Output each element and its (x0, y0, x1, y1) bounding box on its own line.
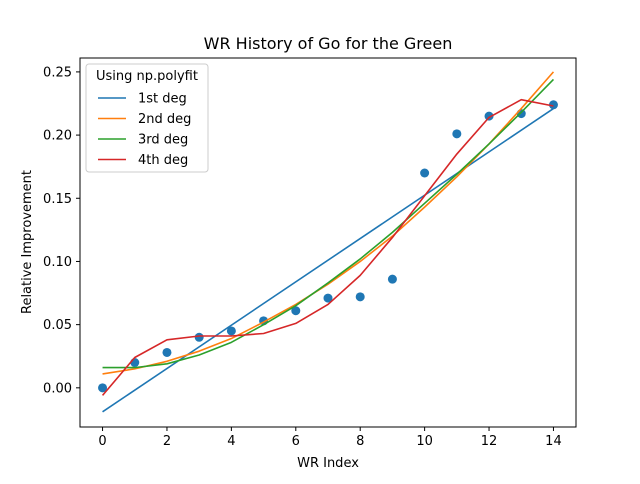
y-tick-label: 0.20 (43, 129, 72, 144)
legend: Using np.polyfit 1st deg 2nd deg 3rd deg 4th… (85, 63, 209, 173)
legend-label-3rd-deg: 3rd deg (138, 133, 188, 148)
data-point (162, 347, 172, 357)
x-tick-label: 14 (545, 434, 562, 449)
chart-title: WR History of Go for the Green (204, 34, 453, 53)
legend-label-4th-deg: 4th deg (138, 153, 188, 168)
data-point (291, 306, 301, 316)
legend-box (85, 63, 209, 173)
y-tick-label: 0.10 (43, 255, 72, 270)
x-tick-label: 2 (163, 434, 171, 449)
x-tick-label: 8 (356, 434, 364, 449)
axes-frame (79, 57, 577, 428)
legend-label-1st-deg: 1st deg (138, 92, 187, 107)
y-tick-label: 0.00 (43, 381, 72, 396)
legend-label-2nd-deg: 2nd deg (138, 112, 191, 127)
data-point (98, 383, 108, 393)
data-point (226, 326, 236, 336)
data-point (194, 332, 204, 342)
y-tick-label: 0.25 (43, 65, 72, 80)
x-axis-label: WR Index (297, 456, 359, 471)
data-point (387, 274, 397, 284)
x-tick-label: 4 (227, 434, 235, 449)
data-point (452, 129, 462, 139)
legend-title: Using np.polyfit (96, 69, 198, 84)
axes: 0 2 4 6 8 10 12 14 0.00 0.05 0.10 0.15 0.20 0.25 (43, 57, 577, 449)
plot-area (98, 71, 558, 413)
x-tick-label: 0 (98, 434, 106, 449)
data-point (420, 168, 430, 178)
y-axis-label: Relative Improvement (20, 170, 35, 314)
data-point (355, 292, 365, 302)
data-point (516, 109, 526, 119)
y-tick-label: 0.05 (43, 318, 72, 333)
y-tick-label: 0.15 (43, 192, 72, 207)
x-tick-label: 12 (481, 434, 498, 449)
series-line-3rd-deg (102, 78, 555, 369)
x-tick-label: 10 (416, 434, 433, 449)
x-tick-label: 6 (292, 434, 300, 449)
series-line-4th-deg (101, 98, 554, 396)
data-point (130, 358, 140, 368)
data-point (323, 293, 333, 303)
data-point (484, 111, 494, 121)
data-point (548, 100, 558, 110)
